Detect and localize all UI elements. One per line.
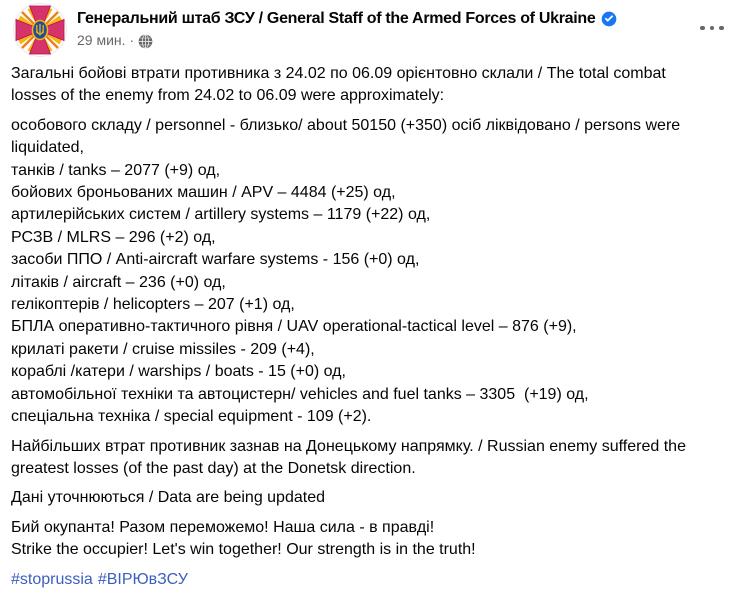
post-text-line: Бий окупанта! Разом переможемо! Наша сил… xyxy=(11,518,435,536)
post-paragraph: Найбільших втрат противник зазнав на Дон… xyxy=(11,436,725,481)
post-meta: 29 мин. · xyxy=(77,32,725,49)
hashtag-link-viryuvzsu[interactable]: #ВІРЮвЗСУ xyxy=(97,570,188,588)
ellipsis-icon xyxy=(700,25,724,31)
post-text-line: liquidated, xyxy=(11,139,84,157)
post-text-line: танків / tanks – 2077 (+9) од, xyxy=(11,161,221,179)
verified-badge-icon xyxy=(601,11,617,27)
post-paragraph: Загальні бойові втрати противника з 24.0… xyxy=(11,63,725,108)
post-text-line: спеціальна техніка / special equipment -… xyxy=(11,408,372,426)
meta-dot-separator: · xyxy=(129,32,135,48)
post-text-line: артилерійських систем / artillery system… xyxy=(11,206,431,224)
post-text-line: крилаті ракети / cruise missiles - 209 (… xyxy=(11,340,315,358)
post-text-line: greatest losses (of the past day) at the… xyxy=(11,459,416,477)
post-text-line: літаків / aircraft – 236 (+0) од, xyxy=(11,273,226,291)
post-text-line: Дані уточнюються / Data are being update… xyxy=(11,489,325,507)
post-text-line: особового складу / personnel - близько/ … xyxy=(11,116,681,134)
hashtag-link-stoprussia[interactable]: #stoprussia xyxy=(11,570,93,588)
post-text-line: автомобільної техніки та автоцистерн/ ve… xyxy=(11,385,589,403)
page-name-link[interactable]: Генеральний штаб ЗСУ / General Staff of … xyxy=(77,10,596,27)
post-text-line: бойових броньованих машин / APV – 4484 (… xyxy=(11,184,396,202)
more-options-button[interactable] xyxy=(695,14,729,42)
post-text-line: Загальні бойові втрати противника з 24.0… xyxy=(11,65,666,82)
post-text-line: Найбільших втрат противник зазнав на Дон… xyxy=(11,437,686,455)
public-globe-icon xyxy=(138,33,153,49)
post-text-line: БПЛА оперативно-тактичного рівня / UAV o… xyxy=(11,318,577,336)
post-paragraph: Дані уточнюються / Data are being update… xyxy=(11,487,725,509)
post-text-line: losses of the enemy from 24.02 to 06.09 … xyxy=(11,87,445,105)
post-text-line: кораблі /катери / warships / boats - 15 … xyxy=(11,363,346,381)
post-text-line: Strike the occupier! Let's win together!… xyxy=(11,541,476,559)
post-header: Генеральний штаб ЗСУ / General Staff of … xyxy=(0,0,741,57)
post-paragraph-losses-list: особового складу / personnel - близько/ … xyxy=(11,115,725,429)
post-body: Загальні бойові втрати противника з 24.0… xyxy=(0,57,741,591)
post-paragraph: Бий окупанта! Разом переможемо! Наша сил… xyxy=(11,517,725,562)
page-avatar[interactable] xyxy=(13,3,67,57)
hashtags-row: #stoprussia #ВІРЮвЗСУ xyxy=(11,569,725,591)
post-text-line: засоби ППО / Anti-aircraft warfare syste… xyxy=(11,251,420,269)
timestamp[interactable]: 29 мин. xyxy=(77,32,126,48)
post-text-line: гелікоптерів / helicopters – 207 (+1) од… xyxy=(11,296,295,314)
post-header-text: Генеральний штаб ЗСУ / General Staff of … xyxy=(77,3,725,49)
general-staff-emblem-icon xyxy=(13,3,67,57)
post-text-line: РСЗВ / MLRS – 296 (+2) од, xyxy=(11,228,216,246)
